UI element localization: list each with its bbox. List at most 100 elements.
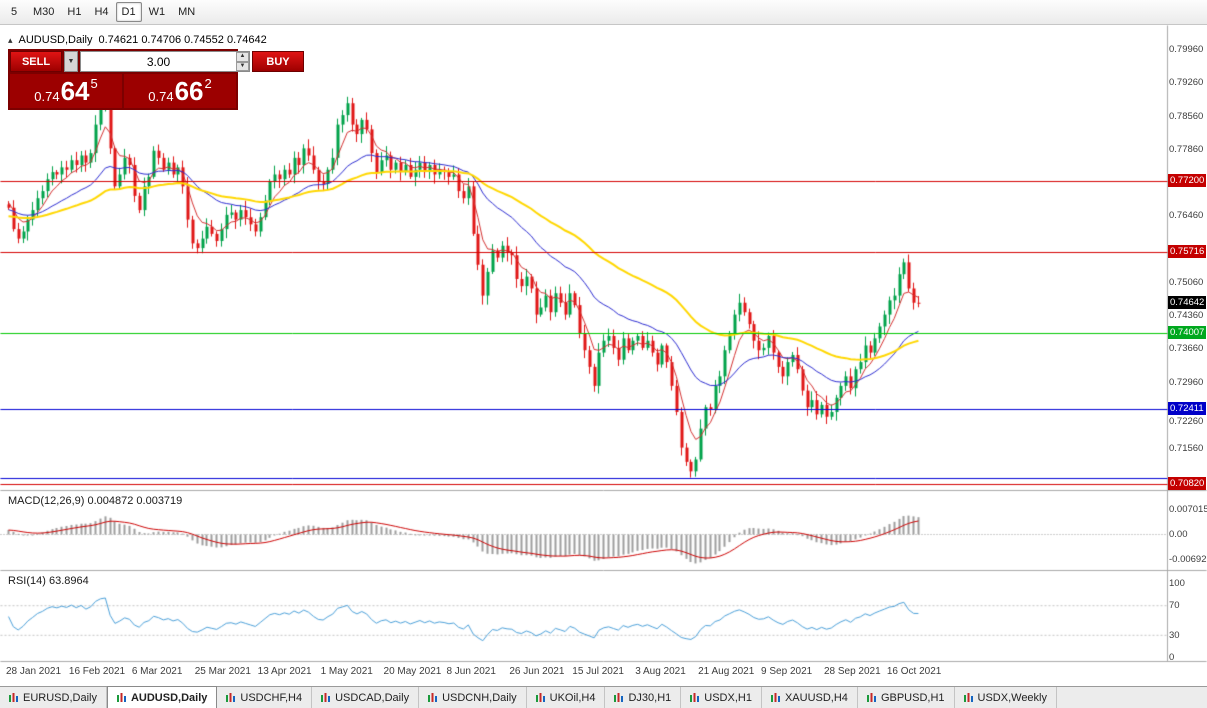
bid-prefix: 0.74 [34, 89, 60, 104]
rsi-axis-label: 100 [1169, 578, 1185, 589]
chart-icon [226, 692, 236, 703]
timeframe-button-m30[interactable]: M30 [33, 6, 55, 18]
tab-eurusd-daily[interactable]: EURUSD,Daily [0, 687, 107, 708]
tab-label: USDCAD,Daily [335, 691, 410, 704]
ask-prefix: 0.74 [148, 89, 174, 104]
chart-icon [690, 692, 700, 703]
lot-size-box: ▲ ▼ [80, 51, 250, 72]
chart-icon [9, 692, 18, 703]
tab-usdcnh-daily[interactable]: USDCNH,Daily [419, 687, 527, 708]
tab-label: USDX,Weekly [977, 691, 1047, 704]
one-click-toggle-icon[interactable]: ▴ [8, 35, 13, 45]
price-axis-label: 0.72960 [1169, 376, 1204, 388]
date-axis-label: 21 Aug 2021 [698, 666, 755, 677]
chart-ohlc-values: 0.74621 0.74706 0.74552 0.74642 [98, 34, 267, 46]
tab-usdchf-h4[interactable]: USDCHF,H4 [217, 687, 313, 708]
price-axis-label: 0.76460 [1169, 210, 1204, 222]
ask-pipette: 2 [204, 76, 212, 91]
tab-usdx-h1[interactable]: USDX,H1 [681, 687, 762, 708]
bid-price-display[interactable]: 0.74 64 5 [10, 74, 122, 108]
lot-dropdown-icon[interactable]: ▼ [64, 51, 78, 72]
price-line-label: 0.74007 [1168, 325, 1207, 339]
chart-icon [535, 692, 545, 703]
date-axis-label: 26 Jun 2021 [509, 666, 565, 677]
chart-icon [866, 692, 876, 703]
one-click-trading-panel: SELL ▼ ▲ ▼ BUY 0.74 64 5 0.74 66 2 [8, 49, 304, 110]
price-chart-canvas[interactable] [0, 25, 1207, 686]
macd-axis-label: 0.007015 [1169, 503, 1207, 515]
spin-down-icon[interactable]: ▼ [236, 61, 249, 71]
date-axis-label: 1 May 2021 [320, 666, 373, 677]
timeframe-button-h4[interactable]: H4 [94, 6, 109, 18]
chart-window: ▴ AUDUSD,Daily 0.74621 0.74706 0.74552 0… [0, 25, 1207, 686]
tab-label: EURUSD,Daily [23, 691, 97, 704]
macd-axis-label: 0.00 [1169, 529, 1188, 540]
tab-usdcad-daily[interactable]: USDCAD,Daily [312, 687, 420, 708]
date-axis-label: 3 Aug 2021 [635, 666, 686, 677]
tab-label: DJ30,H1 [628, 691, 672, 704]
price-axis-label: 0.79260 [1169, 77, 1204, 89]
chart-icon [770, 692, 780, 703]
date-axis-label: 8 Jun 2021 [446, 666, 496, 677]
ask-big-digits: 66 [174, 76, 204, 106]
tab-label: XAUUSD,H4 [784, 691, 848, 704]
tab-dj30-h1[interactable]: DJ30,H1 [605, 687, 682, 708]
buy-button[interactable]: BUY [252, 51, 304, 72]
date-axis-label: 15 Jul 2021 [572, 666, 624, 677]
tab-label: USDCNH,Daily [442, 691, 517, 704]
chart-icon [116, 692, 126, 703]
bid-big-digits: 64 [60, 76, 90, 106]
chart-tab-bar: EURUSD,Daily AUDUSD,Daily USDCHF,H4 USDCAD,… [0, 686, 1207, 708]
tab-xauusd-h4[interactable]: XAUUSD,H4 [761, 687, 858, 708]
rsi-axis-label: 0 [1169, 652, 1175, 663]
price-axis-label: 0.73660 [1169, 343, 1204, 355]
date-axis-label: 20 May 2021 [383, 666, 442, 677]
ask-price-display[interactable]: 0.74 66 2 [124, 74, 236, 108]
price-axis-label: 0.77860 [1169, 143, 1204, 155]
date-axis-label: 25 Mar 2021 [194, 666, 251, 677]
sell-button[interactable]: SELL [10, 51, 62, 72]
date-axis-label: 28 Sep 2021 [823, 666, 881, 677]
bid-pipette: 5 [90, 76, 98, 91]
timeframe-button-mn[interactable]: MN [178, 6, 196, 18]
lot-spinner: ▲ ▼ [236, 52, 249, 71]
price-line-label: 0.72411 [1168, 401, 1206, 415]
tab-gbpusd-h1[interactable]: GBPUSD,H1 [857, 687, 955, 708]
timeframe-toolbar: 5 M30 H1 H4 D1 W1 MN [0, 0, 1207, 25]
timeframe-button-d1[interactable]: D1 [115, 2, 142, 22]
date-axis-label: 16 Feb 2021 [68, 666, 126, 677]
price-axis-label: 0.75060 [1169, 276, 1204, 288]
tab-label: UKOil,H4 [549, 691, 596, 704]
spin-up-icon[interactable]: ▲ [236, 52, 249, 62]
rsi-axis-label: 30 [1169, 629, 1180, 641]
timeframe-button-w1[interactable]: W1 [148, 6, 166, 18]
date-axis-label: 13 Apr 2021 [257, 666, 312, 677]
price-axis-label: 0.78560 [1169, 110, 1204, 122]
timeframe-button-5[interactable]: 5 [10, 6, 18, 18]
macd-axis-label: -0.00692 [1169, 553, 1207, 565]
chart-icon [614, 692, 624, 703]
tab-label: USDCHF,H4 [240, 691, 303, 704]
chart-symbol-title: AUDUSD,Daily [18, 34, 93, 46]
price-line-label: 0.77200 [1168, 174, 1207, 188]
price-axis-label: 0.72260 [1169, 415, 1204, 427]
lot-size-input[interactable] [81, 52, 236, 71]
chart-icon [321, 692, 331, 703]
rsi-axis-label: 70 [1169, 600, 1180, 612]
tab-audusd-daily[interactable]: AUDUSD,Daily [106, 686, 218, 708]
tab-usdx-weekly[interactable]: USDX,Weekly [954, 687, 1057, 708]
tab-ukoil-h4[interactable]: UKOil,H4 [526, 687, 606, 708]
chart-icon [428, 692, 438, 703]
macd-indicator-label: MACD(12,26,9) 0.004872 0.003719 [8, 495, 183, 507]
date-axis-label: 9 Sep 2021 [761, 666, 813, 677]
date-axis-label: 6 Mar 2021 [131, 666, 183, 677]
tab-label: AUDUSD,Daily [130, 691, 208, 704]
tab-label: USDX,H1 [704, 691, 752, 704]
chart-icon [963, 692, 973, 703]
chart-header: ▴ AUDUSD,Daily 0.74621 0.74706 0.74552 0… [8, 34, 267, 46]
price-axis-label: 0.74360 [1169, 310, 1204, 321]
timeframe-button-h1[interactable]: H1 [67, 6, 82, 18]
price-line-label: 0.75716 [1168, 244, 1207, 258]
rsi-indicator-label: RSI(14) 63.8964 [8, 575, 89, 587]
price-axis-label: 0.71560 [1169, 443, 1204, 454]
